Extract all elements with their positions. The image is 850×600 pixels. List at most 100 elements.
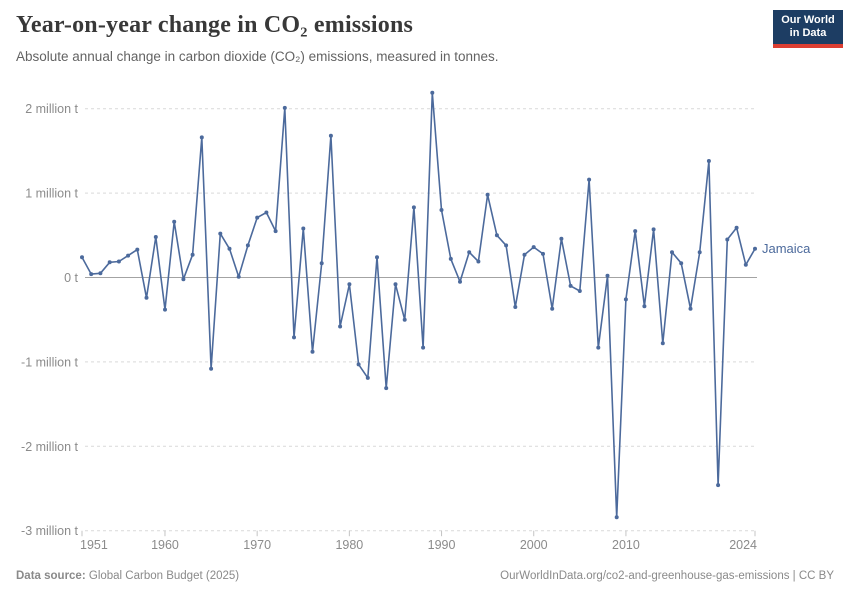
- data-point: [734, 225, 739, 230]
- data-point: [688, 306, 693, 311]
- data-point: [430, 90, 435, 95]
- data-point: [605, 273, 610, 278]
- data-point: [725, 237, 730, 242]
- data-point: [670, 250, 674, 255]
- x-axis-label: 2010: [612, 538, 640, 552]
- series-line: [81, 91, 756, 518]
- data-point: [236, 274, 241, 279]
- data-point: [365, 375, 370, 380]
- data-point: [190, 252, 195, 257]
- owid-logo-line2: in Data: [789, 27, 827, 39]
- data-point: [98, 271, 103, 276]
- data-point: [753, 246, 757, 251]
- data-point: [651, 227, 656, 232]
- y-axis-label: 1 million t: [25, 187, 78, 201]
- data-point: [126, 253, 131, 258]
- data-point: [467, 250, 472, 255]
- x-axis-label: 2000: [520, 538, 548, 552]
- data-point: [310, 349, 315, 354]
- y-axis-label: -3 million t: [21, 524, 78, 538]
- y-axis-label: 0 t: [64, 271, 78, 285]
- data-point: [338, 324, 343, 329]
- data-source: Data source: Global Carbon Budget (2025): [16, 570, 239, 582]
- y-axis-label: -2 million t: [21, 440, 78, 454]
- data-point: [504, 243, 509, 248]
- data-point: [80, 255, 84, 260]
- data-point: [393, 282, 398, 287]
- data-point: [596, 345, 601, 350]
- data-point: [135, 247, 140, 252]
- data-point: [439, 208, 444, 212]
- data-point: [513, 305, 518, 309]
- data-point: [172, 219, 177, 224]
- data-point: [227, 246, 232, 251]
- data-point: [328, 133, 333, 138]
- owid-logo[interactable]: Our World in Data: [773, 10, 843, 48]
- data-point: [292, 335, 296, 340]
- data-point: [245, 243, 250, 248]
- data-point: [411, 205, 416, 210]
- data-point: [356, 362, 361, 367]
- data-point: [375, 255, 379, 260]
- data-point: [550, 306, 555, 311]
- data-point: [494, 233, 499, 238]
- data-point: [485, 192, 490, 197]
- data-point: [577, 289, 582, 293]
- data-point: [199, 135, 204, 140]
- data-point: [347, 282, 352, 287]
- data-point: [458, 279, 462, 284]
- line-chart: 2 million t 1 million t 0 t -1 million t -2 …: [21, 90, 811, 552]
- data-point: [89, 272, 94, 277]
- data-point: [587, 177, 592, 182]
- data-point: [255, 215, 260, 220]
- data-source-value: Global Carbon Budget (2025): [88, 570, 240, 582]
- data-point: [181, 277, 186, 282]
- data-point: [116, 259, 121, 264]
- data-point: [568, 283, 573, 288]
- data-point: [218, 231, 223, 236]
- x-axis-label: 2024: [729, 538, 757, 552]
- x-axis-label: 1980: [335, 538, 363, 552]
- data-point: [660, 341, 665, 346]
- y-axis-label: -1 million t: [21, 355, 78, 369]
- data-point: [301, 226, 306, 231]
- data-point: [163, 307, 167, 312]
- data-point: [384, 386, 389, 391]
- x-axis-label: 1960: [151, 538, 179, 552]
- data-point: [541, 251, 545, 256]
- data-source-label: Data source:: [16, 570, 86, 582]
- data-point: [642, 304, 647, 309]
- data-point: [716, 483, 721, 488]
- data-point: [448, 256, 453, 261]
- data-point: [282, 105, 287, 110]
- chart-header: Year-on-year change in CO₂ emissions Abs…: [16, 12, 762, 64]
- data-point: [209, 366, 214, 371]
- data-point: [697, 250, 702, 255]
- entity-label-jamaica: Jamaica: [762, 241, 811, 256]
- data-point: [743, 262, 748, 267]
- data-point: [559, 236, 564, 241]
- data-point: [264, 210, 269, 215]
- data-point: [522, 252, 527, 257]
- data-point: [273, 229, 278, 234]
- data-point: [153, 235, 158, 239]
- data-point: [319, 261, 324, 266]
- license-link[interactable]: OurWorldInData.org/co2-and-greenhouse-ga…: [500, 570, 834, 582]
- page-subtitle: Absolute annual change in carbon dioxide…: [16, 49, 499, 64]
- data-point: [614, 515, 619, 520]
- data-point: [633, 229, 638, 234]
- data-point: [531, 245, 536, 250]
- x-axis-label: 1990: [428, 538, 456, 552]
- y-axis-label: 2 million t: [25, 102, 78, 116]
- data-point: [623, 297, 628, 302]
- x-axis-label: 1970: [243, 538, 271, 552]
- data-point: [679, 261, 684, 266]
- data-point: [706, 159, 711, 163]
- data-point: [107, 260, 112, 265]
- data-point: [402, 317, 407, 322]
- owid-logo-line1: Our World: [781, 14, 835, 26]
- data-point: [476, 259, 481, 264]
- data-point: [144, 295, 149, 300]
- x-axis-label: 1951: [80, 538, 108, 552]
- data-point: [421, 345, 426, 350]
